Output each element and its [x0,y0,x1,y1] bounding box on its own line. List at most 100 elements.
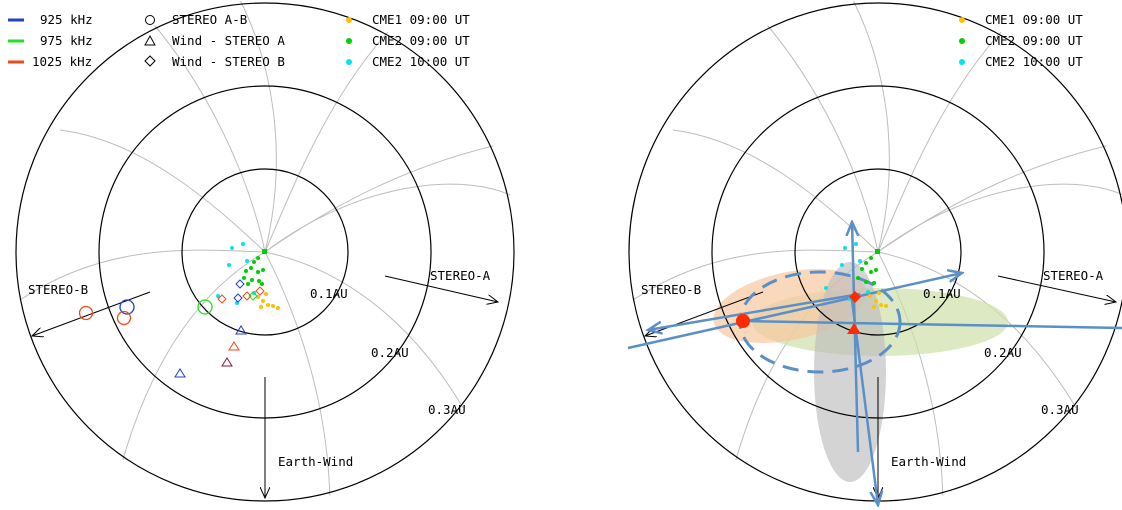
right-blue-line-horizontal [742,319,1122,330]
legend-dot-cme2-0900 [959,38,965,44]
point-cme2-1000 [866,290,870,294]
left-spiral-grid [19,0,517,504]
point-cme2-0900 [860,267,864,271]
point-cme2-0900 [260,282,264,286]
legend-cme2-0900: CME2 09:00 UT [372,33,470,48]
point-cme2-1000 [854,242,858,246]
right-blue-line-diag [627,273,962,350]
left-label-r2: 0.2AU [371,345,409,360]
legend-dot-cme1 [959,17,965,23]
right-label-stereo-a: STEREO-A [1043,268,1104,283]
legend-wind-a: Wind - STEREO A [172,33,285,48]
left-label-stereo-a: STEREO-A [430,268,491,283]
right-red-triangle-marker [847,323,861,334]
point-diamond-1025 [255,286,265,296]
point-cme2-0900 [256,270,260,274]
point-cme2-0900 [872,281,876,285]
point-cme2-0900 [869,256,873,260]
point-cme1 [872,305,876,309]
point-circle-1025 [116,310,132,326]
point-cme1 [264,292,268,296]
point-cme2-0900 [246,282,250,286]
point-diamond-1025 [242,291,252,301]
point-cme2-1000 [840,263,844,267]
legend-cme2-1000: CME2 10:00 UT [372,54,470,69]
point-cme1 [266,303,270,307]
point-cme2-0900 [252,260,256,264]
point-cme1 [259,305,263,309]
legend-cme2-1000: CME2 10:00 UT [985,54,1083,69]
point-cme2-0900 [256,256,260,260]
point-cme2-1000 [824,286,828,290]
point-cme2-1000 [858,259,862,263]
point-cme2-0900 [856,276,860,280]
point-diamond-1025 [217,294,227,304]
right-ring-01au [794,168,962,336]
legend-cme1: CME1 09:00 UT [372,12,470,27]
point-cme2-0900 [869,270,873,274]
legend-cme1: CME1 09:00 UT [985,12,1083,27]
left-label-r3: 0.3AU [428,402,466,417]
left-stereo-b-arrow [32,291,151,336]
right-stereo-b-arrow [645,291,764,336]
point-triangle-1025 [228,341,240,351]
right-label-r3: 0.3AU [1041,402,1079,417]
right-label-r1: 0.1AU [923,286,961,301]
left-ring-03au [15,2,515,502]
legend-975: 975 kHz [40,33,93,48]
point-cme2-0900 [864,261,868,265]
point-cme2-1000 [843,246,847,250]
legend-dot-cme2-1000 [959,59,965,65]
point-cme2-0900 [250,278,254,282]
point-diamond-925 [233,293,243,303]
left-stereo-a-arrow [384,275,498,302]
point-cme2-0900 [864,280,868,284]
left-label-r1: 0.1AU [310,286,348,301]
legend-cme2-0900: CME2 09:00 UT [985,33,1083,48]
point-cme2-1000 [216,294,220,298]
point-cme1 [276,306,280,310]
point-cme1 [874,299,878,303]
point-diamond-925 [235,279,245,289]
right-sun-marker [875,249,880,254]
legend-stereo-ab: STEREO A-B [172,12,247,27]
left-label-earth-wind: Earth-Wind [278,454,353,469]
legend-wind-b: Wind - STEREO B [172,54,285,69]
left-legend: 925 kHz 975 kHz 1025 kHz STEREO A-B Wind… [8,12,470,69]
left-sun-marker [262,249,267,254]
legend-diamond-icon [144,55,156,67]
point-cme2-0900 [874,268,878,272]
point-triangle-1025 [221,357,233,367]
right-legend: CME1 09:00 UT CME2 09:00 UT CME2 10:00 U… [959,12,1083,69]
point-cme1 [877,291,881,295]
point-cme2-1000 [241,242,245,246]
right-blue-line-vertical [852,222,858,453]
point-cme1 [261,299,265,303]
right-panel: STEREO-B STEREO-A Earth-Wind 0.1AU 0.2AU… [627,0,1122,510]
point-circle-1025 [78,305,94,321]
point-triangle-925 [235,325,247,335]
point-triangle-925 [174,368,186,378]
point-diamond-975 [248,291,258,301]
left-panel: STEREO-B STEREO-A Earth-Wind 0.1AU 0.2AU… [8,0,517,504]
right-red-diamond-marker [849,291,861,303]
point-cme2-1000 [230,246,234,250]
left-label-stereo-b: STEREO-B [28,282,88,297]
left-source-points [78,242,280,378]
left-ring-01au [181,168,349,336]
right-stereo-a-arrow [997,275,1116,302]
point-cme2-0900 [242,276,246,280]
legend-dot-cme2-1000 [346,59,352,65]
point-cme2-0900 [249,266,253,270]
point-cme2-1000 [227,263,231,267]
point-cme2-1000 [245,259,249,263]
point-cme1 [271,304,275,308]
right-label-earth-wind: Earth-Wind [891,454,966,469]
right-blue-line-down [850,299,878,505]
right-blue-line-left [648,292,861,330]
point-cme2-0900 [257,279,261,283]
point-cme2-0900 [261,268,265,272]
legend-1025: 1025 kHz [32,54,92,69]
point-cme1 [868,294,872,298]
